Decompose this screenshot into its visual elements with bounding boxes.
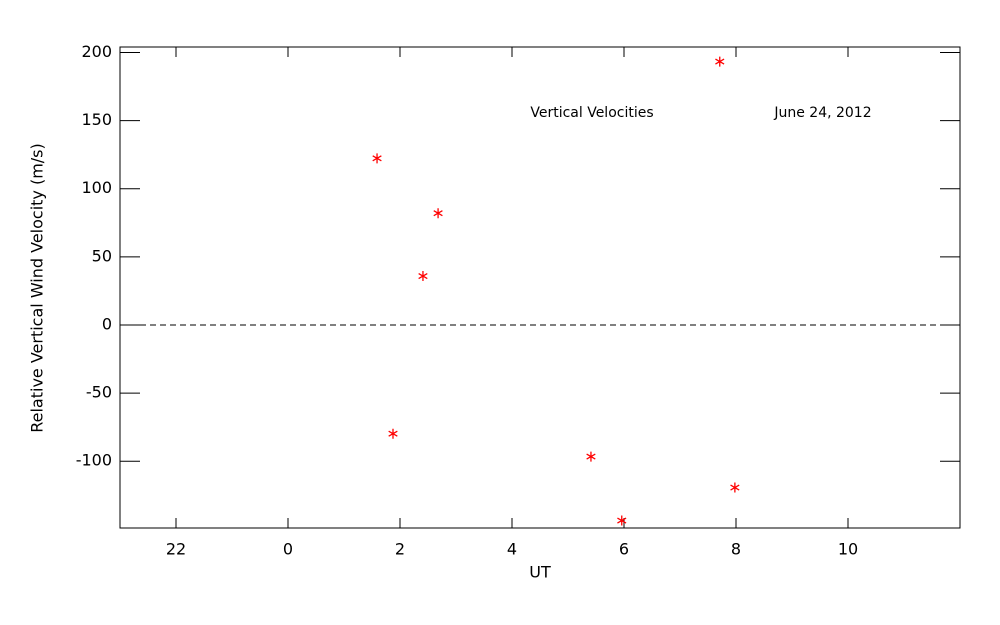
x-tick-label: 0 [283,540,293,559]
data-point [433,208,443,219]
data-point [388,428,398,439]
x-tick-label: 10 [838,540,858,559]
x-tick-label: 6 [619,540,629,559]
x-tick-label: 4 [507,540,517,559]
data-point [418,271,428,282]
data-point [617,515,627,526]
x-tick-label: 8 [731,540,741,559]
annotation: Vertical Velocities [530,105,653,121]
y-tick-label: -50 [86,383,112,402]
y-tick-label: 200 [81,42,112,61]
data-point [372,153,382,164]
x-axis-label: UT [529,563,551,582]
y-tick-label: -100 [76,451,112,470]
y-tick-label: 50 [92,246,112,265]
x-tick-label: 22 [166,540,186,559]
y-tick-label: 100 [81,178,112,197]
data-point [586,451,596,462]
x-tick-label: 2 [395,540,405,559]
y-axis-label: Relative Vertical Wind Velocity (m/s) [28,143,47,433]
plot-frame [119,46,961,529]
y-tick-label: 150 [81,110,112,129]
data-point [715,56,725,67]
data-point [730,482,740,493]
annotation: June 24, 2012 [773,105,871,121]
y-tick-label: 0 [102,314,112,333]
